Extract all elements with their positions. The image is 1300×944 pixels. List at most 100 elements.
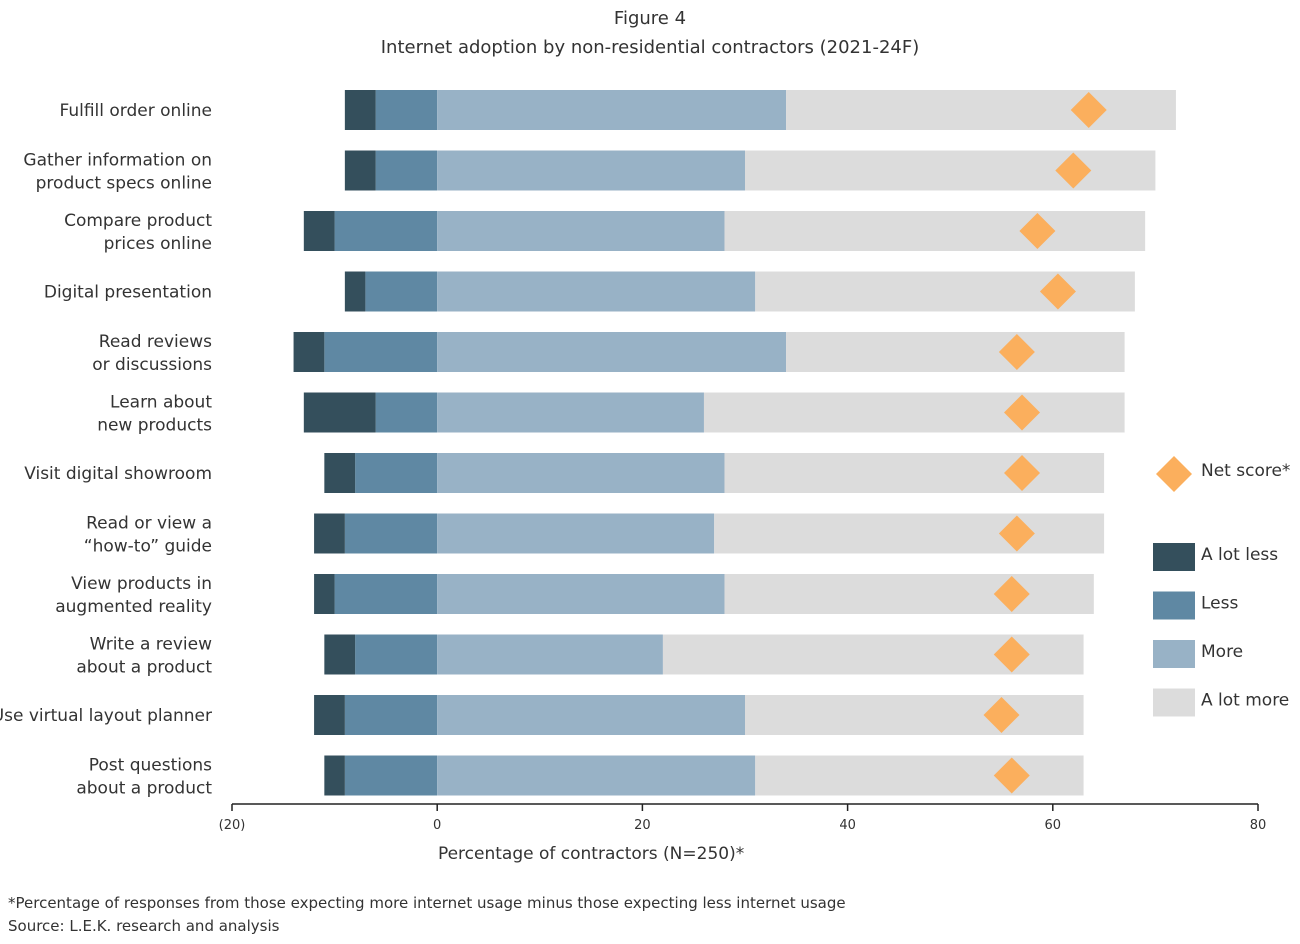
bar-row-learn-about-new-products: Learn about new products	[97, 392, 1125, 436]
net-score-marker	[1004, 394, 1041, 431]
bar-segment-a-lot-more	[755, 755, 1084, 796]
bar-segment-less	[334, 574, 438, 614]
bar-row-fulfill-order-online: Fulfill order online	[60, 90, 1176, 130]
bar-segment-a-lot-more	[755, 271, 1135, 312]
bar-segment-a-lot-less	[324, 755, 345, 796]
bar-row-compare-product-prices-online: Compare product prices online	[64, 211, 1146, 254]
category-label-line: augmented reality	[55, 597, 212, 617]
bar-segment-a-lot-less	[303, 392, 376, 433]
x-tick-label: 0	[433, 818, 441, 833]
bar-segment-more	[437, 392, 704, 433]
bar-segment-more	[437, 90, 787, 130]
bar-segment-more	[437, 150, 745, 191]
figure-label: Figure 4	[613, 8, 687, 29]
bar-segment-more	[437, 513, 715, 554]
bar-segment-a-lot-more	[724, 211, 1146, 251]
bar-segment-less	[344, 695, 438, 735]
bar-row-read-reviews-or-discussions: Read reviews or discussions	[92, 332, 1125, 375]
category-label: Use virtual layout planner	[0, 706, 212, 726]
net-score-marker	[1039, 273, 1076, 310]
legend-label: A lot less	[1201, 545, 1278, 565]
bar-segment-less	[375, 392, 438, 433]
bar-segment-a-lot-less	[303, 211, 335, 251]
bar-segment-a-lot-less	[314, 574, 335, 614]
bar-segment-a-lot-less	[293, 332, 325, 372]
legend-swatch	[1153, 591, 1195, 620]
category-label-line: prices online	[104, 234, 212, 254]
bar-segment-a-lot-less	[314, 695, 345, 735]
legend-swatch	[1153, 640, 1195, 668]
bar-segment-a-lot-less	[314, 513, 345, 554]
bar-segment-less	[375, 150, 438, 191]
bar-segment-more	[437, 755, 756, 796]
bar-row-read-or-view-a-how-to-guide: Read or view a “how-to” guide	[84, 513, 1105, 557]
x-tick-label: 80	[1250, 818, 1267, 833]
bar-segment-a-lot-more	[714, 513, 1105, 554]
category-label-line: about a product	[76, 779, 212, 799]
bar-row-write-a-review-about-a-product: Write a review about a product	[76, 634, 1084, 678]
category-label-line: new products	[97, 416, 212, 436]
legend-item-a-lot-more: A lot more	[1153, 688, 1289, 717]
bar-segment-less	[355, 634, 438, 675]
category-label-line: about a product	[76, 658, 212, 678]
bar-row-visit-digital-showroom: Visit digital showroom	[24, 453, 1105, 493]
category-label-line: Read reviews	[99, 332, 212, 352]
bar-segment-more	[437, 634, 663, 675]
net-score-marker	[1070, 92, 1107, 128]
legend-swatch	[1153, 543, 1195, 571]
net-score-marker	[983, 697, 1020, 733]
bar-row-view-products-in-augmented-reality: View products in augmented reality	[55, 574, 1094, 617]
bar-segment-more	[437, 271, 756, 312]
bar-segment-more	[437, 453, 725, 493]
category-label-line: Gather information on	[23, 151, 212, 171]
legend-item-net-score: Net score*	[1156, 456, 1290, 492]
bar-row-digital-presentation: Digital presentation	[44, 271, 1135, 312]
category-label: View products in augmented reality	[55, 574, 212, 617]
category-label-line: Fulfill order online	[60, 101, 213, 121]
category-label-line: Post questions	[89, 756, 212, 776]
net-score-marker	[1004, 455, 1041, 491]
category-label: Compare product prices online	[64, 211, 212, 254]
bar-segment-a-lot-more	[786, 90, 1176, 130]
bar-segment-a-lot-less	[344, 90, 376, 130]
category-label-line: Compare product	[64, 211, 212, 231]
net-score-marker	[1055, 152, 1092, 189]
bar-segment-a-lot-less	[324, 634, 356, 675]
net-score-marker	[993, 576, 1030, 612]
category-label-line: Use virtual layout planner	[0, 706, 212, 726]
category-label: Post questions about a product	[76, 756, 212, 799]
bar-segment-less	[365, 271, 438, 312]
legend-item-less: Less	[1153, 591, 1238, 620]
net-score-marker	[998, 334, 1035, 370]
bar-segment-a-lot-more	[724, 574, 1094, 614]
legend-swatch-net-score	[1156, 456, 1192, 492]
net-score-marker	[993, 757, 1030, 794]
x-axis-title: Percentage of contractors (N=250)*	[438, 844, 744, 864]
category-label: Gather information on product specs onlin…	[23, 151, 212, 194]
bar-segment-a-lot-more	[745, 150, 1156, 191]
net-score-marker	[993, 636, 1030, 673]
category-label: Write a review about a product	[76, 635, 212, 678]
bar-segment-more	[437, 332, 787, 372]
category-label: Fulfill order online	[60, 101, 213, 121]
bar-segment-less	[375, 90, 438, 130]
category-label-line: Learn about	[110, 393, 212, 413]
legend-swatch	[1153, 688, 1195, 717]
footnote: *Percentage of responses from those expe…	[8, 894, 846, 912]
bar-segment-less	[334, 211, 438, 251]
category-label: Digital presentation	[44, 283, 212, 303]
legend-label: More	[1201, 642, 1243, 662]
legend-item-a-lot-less: A lot less	[1153, 543, 1278, 571]
category-label: Read reviews or discussions	[92, 332, 212, 375]
x-tick-label: 40	[839, 818, 856, 833]
bar-segment-a-lot-less	[344, 271, 366, 312]
bar-segment-a-lot-more	[703, 392, 1125, 433]
category-label-line: product specs online	[36, 174, 212, 194]
category-label-line: Visit digital showroom	[24, 464, 212, 484]
net-score-marker	[998, 515, 1035, 552]
legend: Net score* A lot less Less More A lot more	[1153, 456, 1290, 717]
legend-label: A lot more	[1201, 691, 1289, 711]
category-label-line: Digital presentation	[44, 283, 212, 303]
category-label-line: View products in	[71, 574, 212, 594]
bar-segment-less	[324, 332, 438, 372]
